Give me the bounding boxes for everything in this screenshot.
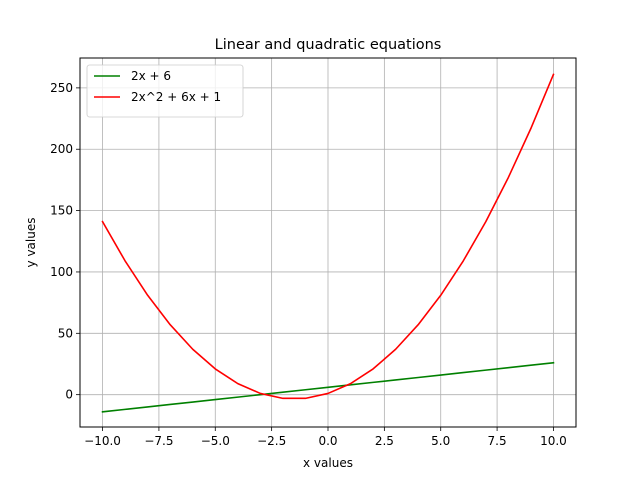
grid: [80, 58, 576, 427]
series-line-1: [101, 361, 555, 413]
y-tick-label: 200: [50, 142, 73, 156]
x-tick-label: −5.0: [201, 434, 230, 448]
legend-label: 2x + 6: [131, 69, 171, 83]
legend-box: [86, 64, 244, 118]
x-axis: −10.0 −7.5 −5.0 −2.5 0.0 2.5 5.0 7.5 10.0: [84, 427, 567, 448]
series-line-2: [101, 73, 555, 400]
y-axis-label: y values: [24, 218, 38, 268]
x-tick-label: −2.5: [257, 434, 286, 448]
y-tick-label: 50: [58, 326, 73, 340]
y-tick-label: 250: [50, 81, 73, 95]
x-tick-label: 7.5: [488, 434, 507, 448]
legend: 2x + 6 2x^2 + 6x + 1: [86, 64, 244, 118]
x-tick-label: 0.0: [318, 434, 337, 448]
x-tick-label: 2.5: [375, 434, 394, 448]
legend-label: 2x^2 + 6x + 1: [131, 90, 221, 104]
x-axis-label: x values: [303, 456, 353, 470]
y-axis: 0 50 100 150 200 250: [50, 81, 80, 402]
x-tick-label: −7.5: [144, 434, 173, 448]
x-tick-label: 5.0: [431, 434, 450, 448]
plot-lines: [101, 73, 555, 413]
y-tick-label: 150: [50, 204, 73, 218]
x-tick-label: −10.0: [84, 434, 121, 448]
y-tick-label: 0: [65, 388, 73, 402]
x-tick-label: 10.0: [540, 434, 567, 448]
chart-title: Linear and quadratic equations: [215, 37, 442, 53]
y-tick-label: 100: [50, 265, 73, 279]
